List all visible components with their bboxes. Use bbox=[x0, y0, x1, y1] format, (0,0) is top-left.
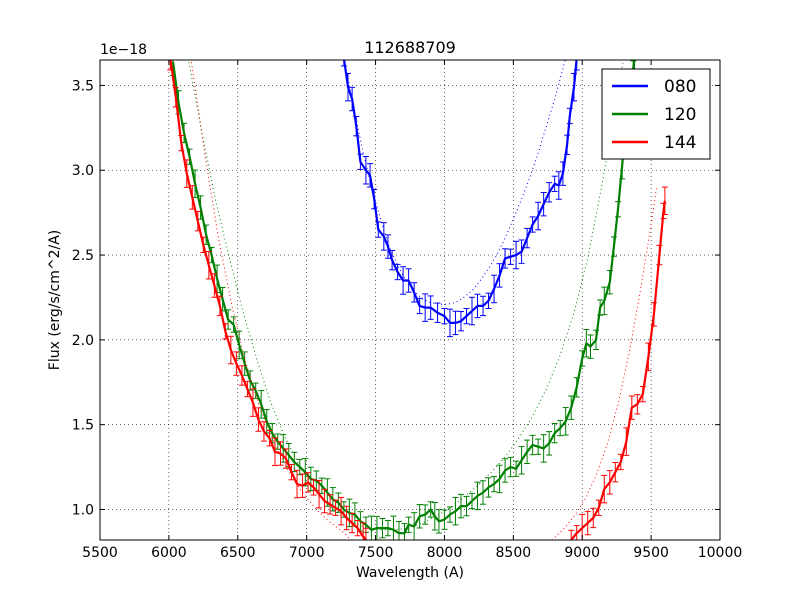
series-144-line bbox=[570, 200, 666, 540]
series-120-line bbox=[171, 60, 636, 535]
series-120-fit-line bbox=[188, 60, 624, 531]
x-tick-label: 9000 bbox=[564, 545, 600, 561]
chart-title: 112688709 bbox=[364, 38, 456, 57]
series-layer bbox=[167, 60, 668, 540]
y-tick-label: 3.5 bbox=[72, 78, 94, 94]
legend-label-080: 080 bbox=[664, 77, 696, 97]
y-tick-label: 2.0 bbox=[72, 333, 94, 349]
x-tick-label: 6000 bbox=[151, 545, 187, 561]
y-tick-label: 2.5 bbox=[72, 248, 94, 264]
x-tick-label: 9500 bbox=[633, 545, 669, 561]
plot-frame bbox=[99, 59, 721, 541]
axis-ticks: 5500 6000 6500 7000 7500 8000 8500 9000 9500 1000… bbox=[72, 60, 743, 561]
y-axis-label: Flux (erg/s/cm^2/A) bbox=[47, 230, 63, 370]
x-tick-label: 5500 bbox=[82, 545, 118, 561]
y-offset-label: 1e−18 bbox=[100, 42, 147, 58]
series-144-line bbox=[169, 60, 367, 540]
x-tick-label: 6500 bbox=[220, 545, 256, 561]
x-tick-label: 10000 bbox=[698, 545, 743, 561]
x-tick-label: 7500 bbox=[358, 545, 394, 561]
y-tick-label: 1.0 bbox=[72, 502, 94, 518]
y-tick-label: 1.5 bbox=[72, 418, 94, 434]
x-tick-label: 7000 bbox=[289, 545, 325, 561]
x-tick-label: 8000 bbox=[427, 545, 463, 561]
series-080-line bbox=[343, 60, 578, 324]
legend-label-120: 120 bbox=[664, 105, 696, 125]
x-axis-label: Wavelength (A) bbox=[356, 565, 464, 581]
x-tick-label: 8500 bbox=[496, 545, 532, 561]
legend: 080 120 144 bbox=[601, 68, 711, 160]
y-tick-label: 3.0 bbox=[72, 163, 94, 179]
series-080-fit-line bbox=[343, 60, 566, 305]
legend-label-144: 144 bbox=[664, 133, 696, 153]
